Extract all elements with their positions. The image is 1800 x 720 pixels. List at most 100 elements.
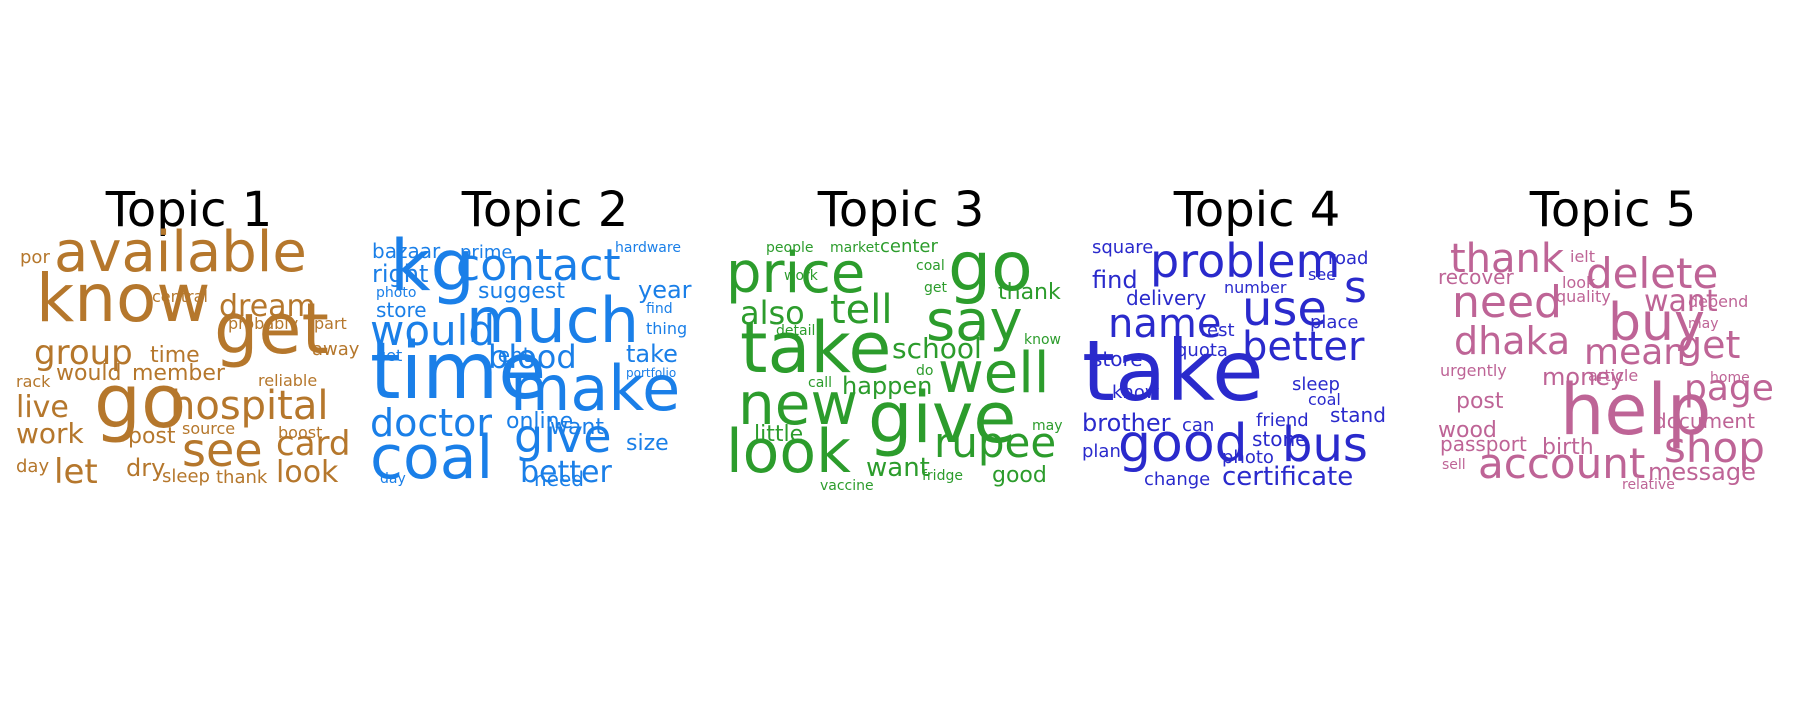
cloud-word-suggest: suggest	[478, 279, 565, 304]
cloud-word-may: may	[1688, 316, 1719, 332]
cloud-word-urgently: urgently	[1440, 361, 1507, 380]
cloud-word-get: get	[376, 346, 402, 365]
cloud-word-blood: blood	[488, 338, 577, 376]
cloud-word-coal: coal	[370, 423, 493, 493]
cloud-word-vaccine: vaccine	[820, 478, 874, 494]
cloud-word-photo: photo	[376, 285, 416, 301]
cloud-word-thank: thank	[998, 280, 1061, 305]
cloud-word-market: market	[830, 240, 880, 256]
cloud-word-take: take	[1082, 322, 1264, 420]
topic-panel-1: Topic 1 available know go get hospital see gro…	[14, 0, 364, 720]
cloud-word-get: get	[214, 288, 329, 370]
cloud-word-prime: prime	[460, 242, 512, 263]
cloud-word-delete: delete	[1586, 249, 1718, 298]
cloud-word-post: post	[1456, 389, 1504, 414]
cloud-word-look: look	[276, 455, 339, 490]
cloud-word-want: want	[550, 415, 604, 440]
cloud-word-also: also	[740, 294, 805, 332]
cloud-word-doctor: doctor	[370, 401, 492, 445]
cloud-word-wood: wood	[1438, 418, 1497, 443]
cloud-word-member: member	[132, 361, 226, 386]
cloud-word-take: take	[740, 307, 891, 389]
cloud-word-reliable: reliable	[258, 371, 317, 390]
cloud-word-call: call	[808, 375, 832, 391]
cloud-word-article: article	[1588, 366, 1638, 385]
cloud-word-help: help	[1560, 369, 1711, 451]
cloud-word-account: account	[1478, 439, 1645, 488]
cloud-word-page: page	[1684, 368, 1774, 409]
cloud-word-do: do	[916, 363, 933, 379]
cloud-word-bazaar: bazaar	[372, 239, 441, 263]
cloud-word-coal: coal	[916, 258, 945, 274]
cloud-word-plan: plan	[1082, 441, 1121, 462]
cloud-word-source: source	[182, 419, 235, 438]
cloud-word-shop: shop	[1664, 423, 1765, 472]
cloud-word-home: home	[1710, 370, 1750, 386]
cloud-word-document: document	[1654, 409, 1755, 433]
cloud-word-recover: recover	[1438, 265, 1514, 289]
cloud-word-por: por	[20, 247, 50, 268]
cloud-word-friend: friend	[1256, 410, 1309, 431]
cloud-word-right: right	[372, 260, 428, 288]
cloud-word-quality: quality	[1556, 287, 1611, 306]
cloud-word-central: central	[152, 287, 208, 306]
cloud-word-group: group	[34, 333, 133, 373]
cloud-word-boost: boost	[278, 423, 322, 442]
cloud-word-sleep: sleep	[162, 466, 210, 487]
cloud-word-depend: depend	[1688, 292, 1748, 311]
cloud-word-brother: brother	[1082, 409, 1171, 437]
cloud-word-know: know	[36, 260, 210, 337]
cloud-word-day: day	[380, 471, 406, 487]
cloud-word-fridge: fridge	[922, 468, 963, 484]
cloud-word-stone: stone	[1252, 427, 1307, 451]
cloud-word-thing: thing	[646, 319, 687, 338]
cloud-word-change: change	[1144, 469, 1210, 490]
cloud-word-want: want	[1644, 284, 1718, 319]
cloud-word-find: find	[1092, 266, 1138, 294]
cloud-word-people: people	[766, 240, 813, 256]
cloud-word-sell: sell	[1442, 457, 1466, 473]
cloud-word-better: better	[1242, 324, 1365, 370]
cloud-word-s: s	[1344, 262, 1367, 313]
cloud-word-well: well	[938, 341, 1049, 406]
cloud-word-delivery: delivery	[1126, 286, 1206, 310]
cloud-word-thank: thank	[216, 467, 268, 488]
cloud-word-get: get	[924, 280, 948, 296]
cloud-word-little: little	[754, 422, 803, 447]
cloud-word-store: store	[376, 298, 427, 322]
cloud-word-probably: probably	[228, 314, 298, 333]
cloud-word-square: square	[1092, 237, 1153, 258]
cloud-word-kg: kg	[390, 225, 475, 307]
cloud-word-detail: detail	[776, 323, 815, 339]
cloud-word-sleep: sleep	[1292, 374, 1340, 395]
cloud-word-hospital: hospital	[170, 383, 328, 429]
cloud-word-time: time	[370, 327, 546, 417]
cloud-word-work: work	[784, 268, 819, 284]
cloud-word-know: know	[1024, 332, 1061, 348]
cloud-word-road: road	[1328, 248, 1368, 269]
cloud-word-work: work	[16, 417, 85, 450]
cloud-word-better: better	[520, 455, 612, 490]
cloud-word-coal: coal	[1308, 390, 1341, 409]
cloud-word-relative: relative	[1622, 477, 1675, 493]
cloud-word-would: would	[370, 306, 495, 355]
topic-title: Topic 4	[1173, 182, 1341, 238]
cloud-word-new: new	[738, 370, 858, 438]
topic-title: Topic 5	[1529, 182, 1697, 238]
cloud-word-look: look	[726, 417, 851, 487]
cloud-word-may: may	[1032, 418, 1063, 434]
cloud-word-can: can	[1182, 415, 1214, 436]
cloud-word-photo: photo	[1222, 447, 1274, 468]
cloud-word-stand: stand	[1330, 403, 1386, 427]
cloud-word-money: money	[1542, 363, 1624, 391]
cloud-word-mean: mean	[1584, 332, 1686, 373]
cloud-word-place: place	[1310, 312, 1358, 333]
cloud-word-passport: passport	[1440, 432, 1527, 456]
cloud-word-dream: dream	[219, 289, 316, 324]
topic-title: Topic 3	[817, 182, 985, 238]
cloud-word-good: good	[1118, 414, 1248, 474]
